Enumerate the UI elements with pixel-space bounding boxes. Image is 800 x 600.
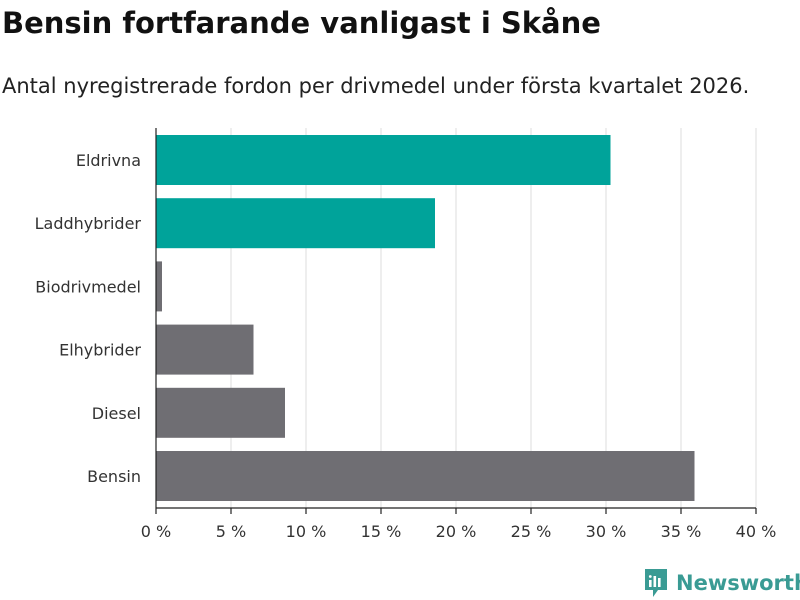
bar-elhybrider xyxy=(156,324,254,375)
tick-label: 35 % xyxy=(661,522,702,541)
category-label: Eldrivna xyxy=(76,151,141,170)
category-label: Bensin xyxy=(87,467,141,486)
tick-labels: 0 % 5 % 10 % 15 % 20 % 25 % 30 % 35 % 40 % xyxy=(141,522,777,541)
tick-label: 20 % xyxy=(436,522,477,541)
tick-label: 25 % xyxy=(511,522,552,541)
bar-bensin xyxy=(156,451,695,501)
bar-laddhybrider xyxy=(156,198,435,249)
bar-diesel xyxy=(156,387,285,438)
axes xyxy=(155,128,757,514)
bar-chart: Eldrivna Laddhybrider Biodrivmedel Elhybrid… xyxy=(35,128,777,541)
category-label: Laddhybrider xyxy=(35,214,142,233)
bar-biodrivmedel xyxy=(156,261,162,312)
category-label: Diesel xyxy=(92,404,141,423)
grid-lines xyxy=(230,128,757,508)
tick-label: 15 % xyxy=(361,522,402,541)
tick-label: 10 % xyxy=(286,522,327,541)
category-labels: Eldrivna Laddhybrider Biodrivmedel Elhybrid… xyxy=(35,151,142,486)
newsworthy-logo-icon xyxy=(645,569,667,597)
bars xyxy=(156,135,695,501)
category-label: Elhybrider xyxy=(59,341,141,360)
chart-title: Bensin fortfarande vanligast i Skåne xyxy=(2,6,601,40)
chart-subtitle: Antal nyregistrerade fordon per drivmede… xyxy=(2,74,750,98)
brand-name: Newsworthy xyxy=(676,571,800,595)
tick-label: 30 % xyxy=(586,522,627,541)
category-label: Biodrivmedel xyxy=(35,277,141,296)
tick-label: 0 % xyxy=(141,522,171,541)
newsworthy-logo: Newsworthy xyxy=(644,567,800,599)
bar-eldrivna xyxy=(156,135,611,185)
tick-label: 5 % xyxy=(216,522,246,541)
tick-label: 40 % xyxy=(736,522,777,541)
